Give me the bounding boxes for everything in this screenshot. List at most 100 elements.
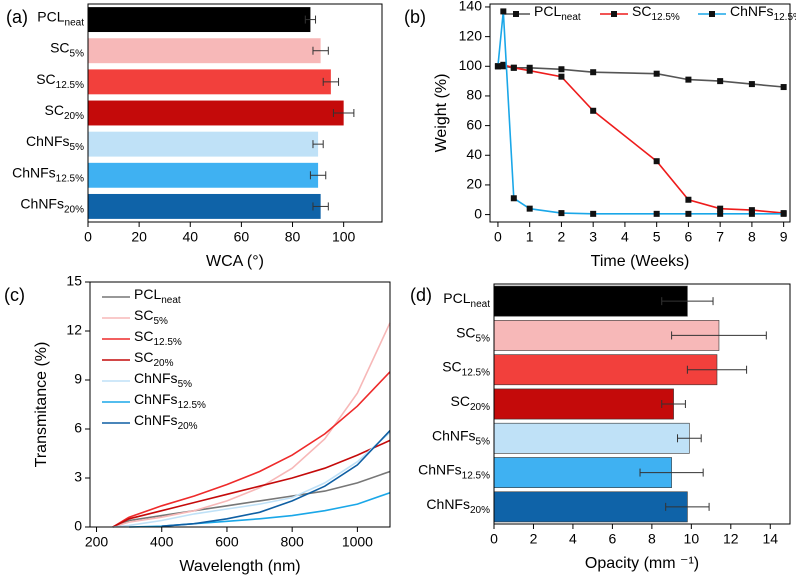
legend-label-sub: neat xyxy=(161,295,181,306)
marker xyxy=(717,210,724,217)
y-axis-label: Transmitance (%) xyxy=(33,342,50,468)
error-bar xyxy=(677,434,702,443)
x-tick-label: 10 xyxy=(684,531,700,547)
category-label-sub: 12.5% xyxy=(462,470,490,481)
category-label-sub: 20% xyxy=(470,402,490,413)
legend-marker xyxy=(709,11,715,17)
category-label-base: SC xyxy=(36,71,55,87)
legend-label-sub: 12.5% xyxy=(178,400,206,411)
bar xyxy=(88,7,311,33)
marker xyxy=(526,67,533,74)
category-label-base: SC xyxy=(442,358,461,374)
legend-label-base: SC xyxy=(134,328,153,344)
x-tick-label: 4 xyxy=(621,229,629,245)
category-label: ChNFs12.5% xyxy=(418,461,490,481)
legend-label-sub: 20% xyxy=(178,421,198,432)
error-bar xyxy=(332,109,355,117)
series-line xyxy=(497,65,784,88)
error-bar xyxy=(661,297,714,306)
y-tick-label: 140 xyxy=(459,0,483,14)
legend-label: PCLneat xyxy=(534,3,581,23)
legend-marker xyxy=(513,11,519,17)
x-tick-label: 12 xyxy=(723,531,739,547)
x-tick-label: 7 xyxy=(716,229,724,245)
plot-frame xyxy=(87,3,383,223)
legend-label-sub: 5% xyxy=(178,379,193,390)
error-bar xyxy=(312,46,329,55)
x-tick-label: 600 xyxy=(215,534,239,550)
legend-label: SC5% xyxy=(134,307,168,327)
category-label: ChNFs20% xyxy=(20,195,84,215)
x-tick-label: 100 xyxy=(332,229,356,245)
bar xyxy=(88,162,319,188)
x-axis-label: Time (Weeks) xyxy=(591,253,690,270)
panel-label: (c) xyxy=(4,285,25,305)
x-tick-label: 40 xyxy=(182,229,198,245)
legend-label: ChNFs20% xyxy=(134,412,198,432)
x-tick-label: 20 xyxy=(131,229,147,245)
legend-label-base: SC xyxy=(134,307,153,323)
legend-label-base: ChNFs xyxy=(134,412,178,428)
bar xyxy=(88,131,319,157)
category-label-sub: neat xyxy=(65,17,85,28)
legend-label-sub: 5% xyxy=(153,316,168,327)
marker xyxy=(685,210,692,217)
legend-label-sub: neat xyxy=(561,12,581,23)
category-label-base: PCL xyxy=(443,290,470,306)
marker xyxy=(748,210,755,217)
error-bar xyxy=(312,140,324,149)
y-tick-label: 20 xyxy=(466,176,482,192)
y-tick-label: 12 xyxy=(66,322,82,338)
marker xyxy=(653,210,660,217)
x-tick-label: 400 xyxy=(150,534,174,550)
error-bar xyxy=(322,77,340,86)
legend-label-sub: 12.5% xyxy=(153,337,181,348)
marker xyxy=(780,84,787,91)
bar xyxy=(493,491,688,523)
y-tick-label: 0 xyxy=(474,205,482,221)
marker xyxy=(510,195,517,202)
series-line xyxy=(497,11,784,215)
category-label-sub: 5% xyxy=(476,436,491,447)
plot-frame xyxy=(489,3,791,223)
panel-label: (a) xyxy=(6,7,28,27)
legend-label: ChNFs12.5% xyxy=(134,391,206,411)
category-label: SC12.5% xyxy=(442,358,490,378)
category-label: ChNFs5% xyxy=(432,427,490,447)
x-tick-label: 4 xyxy=(569,531,577,547)
legend-label-base: SC xyxy=(632,3,651,19)
series-line xyxy=(161,430,391,527)
category-label-base: SC xyxy=(456,324,475,340)
marker xyxy=(780,210,787,217)
x-tick-label: 3 xyxy=(589,229,597,245)
marker xyxy=(558,73,565,80)
marker xyxy=(590,107,597,114)
legend-label-base: PCL xyxy=(134,286,161,302)
category-label-base: PCL xyxy=(37,8,64,24)
error-bar xyxy=(312,202,329,211)
marker xyxy=(685,196,692,203)
y-tick-label: 100 xyxy=(459,57,483,73)
category-label-sub: 20% xyxy=(64,111,84,122)
marker xyxy=(590,210,597,217)
series-line xyxy=(112,439,391,528)
bar xyxy=(493,422,690,454)
legend-label-base: ChNFs xyxy=(134,370,178,386)
category-label-sub: 12.5% xyxy=(56,79,84,90)
error-bar xyxy=(309,171,327,180)
y-tick-label: 9 xyxy=(74,371,82,387)
x-tick-label: 1 xyxy=(526,229,534,245)
legend-label-sub: 20% xyxy=(153,358,173,369)
category-label-sub: neat xyxy=(471,299,491,310)
x-tick-label: 2 xyxy=(558,229,566,245)
marker xyxy=(526,205,533,212)
category-label-sub: 12.5% xyxy=(462,367,490,378)
y-tick-label: 120 xyxy=(459,27,483,43)
category-label-base: ChNFs xyxy=(418,461,462,477)
x-tick-label: 14 xyxy=(762,531,778,547)
category-label-sub: 20% xyxy=(64,204,84,215)
category-label-base: SC xyxy=(45,102,64,118)
marker xyxy=(653,158,660,165)
legend-label: PCLneat xyxy=(134,286,181,306)
